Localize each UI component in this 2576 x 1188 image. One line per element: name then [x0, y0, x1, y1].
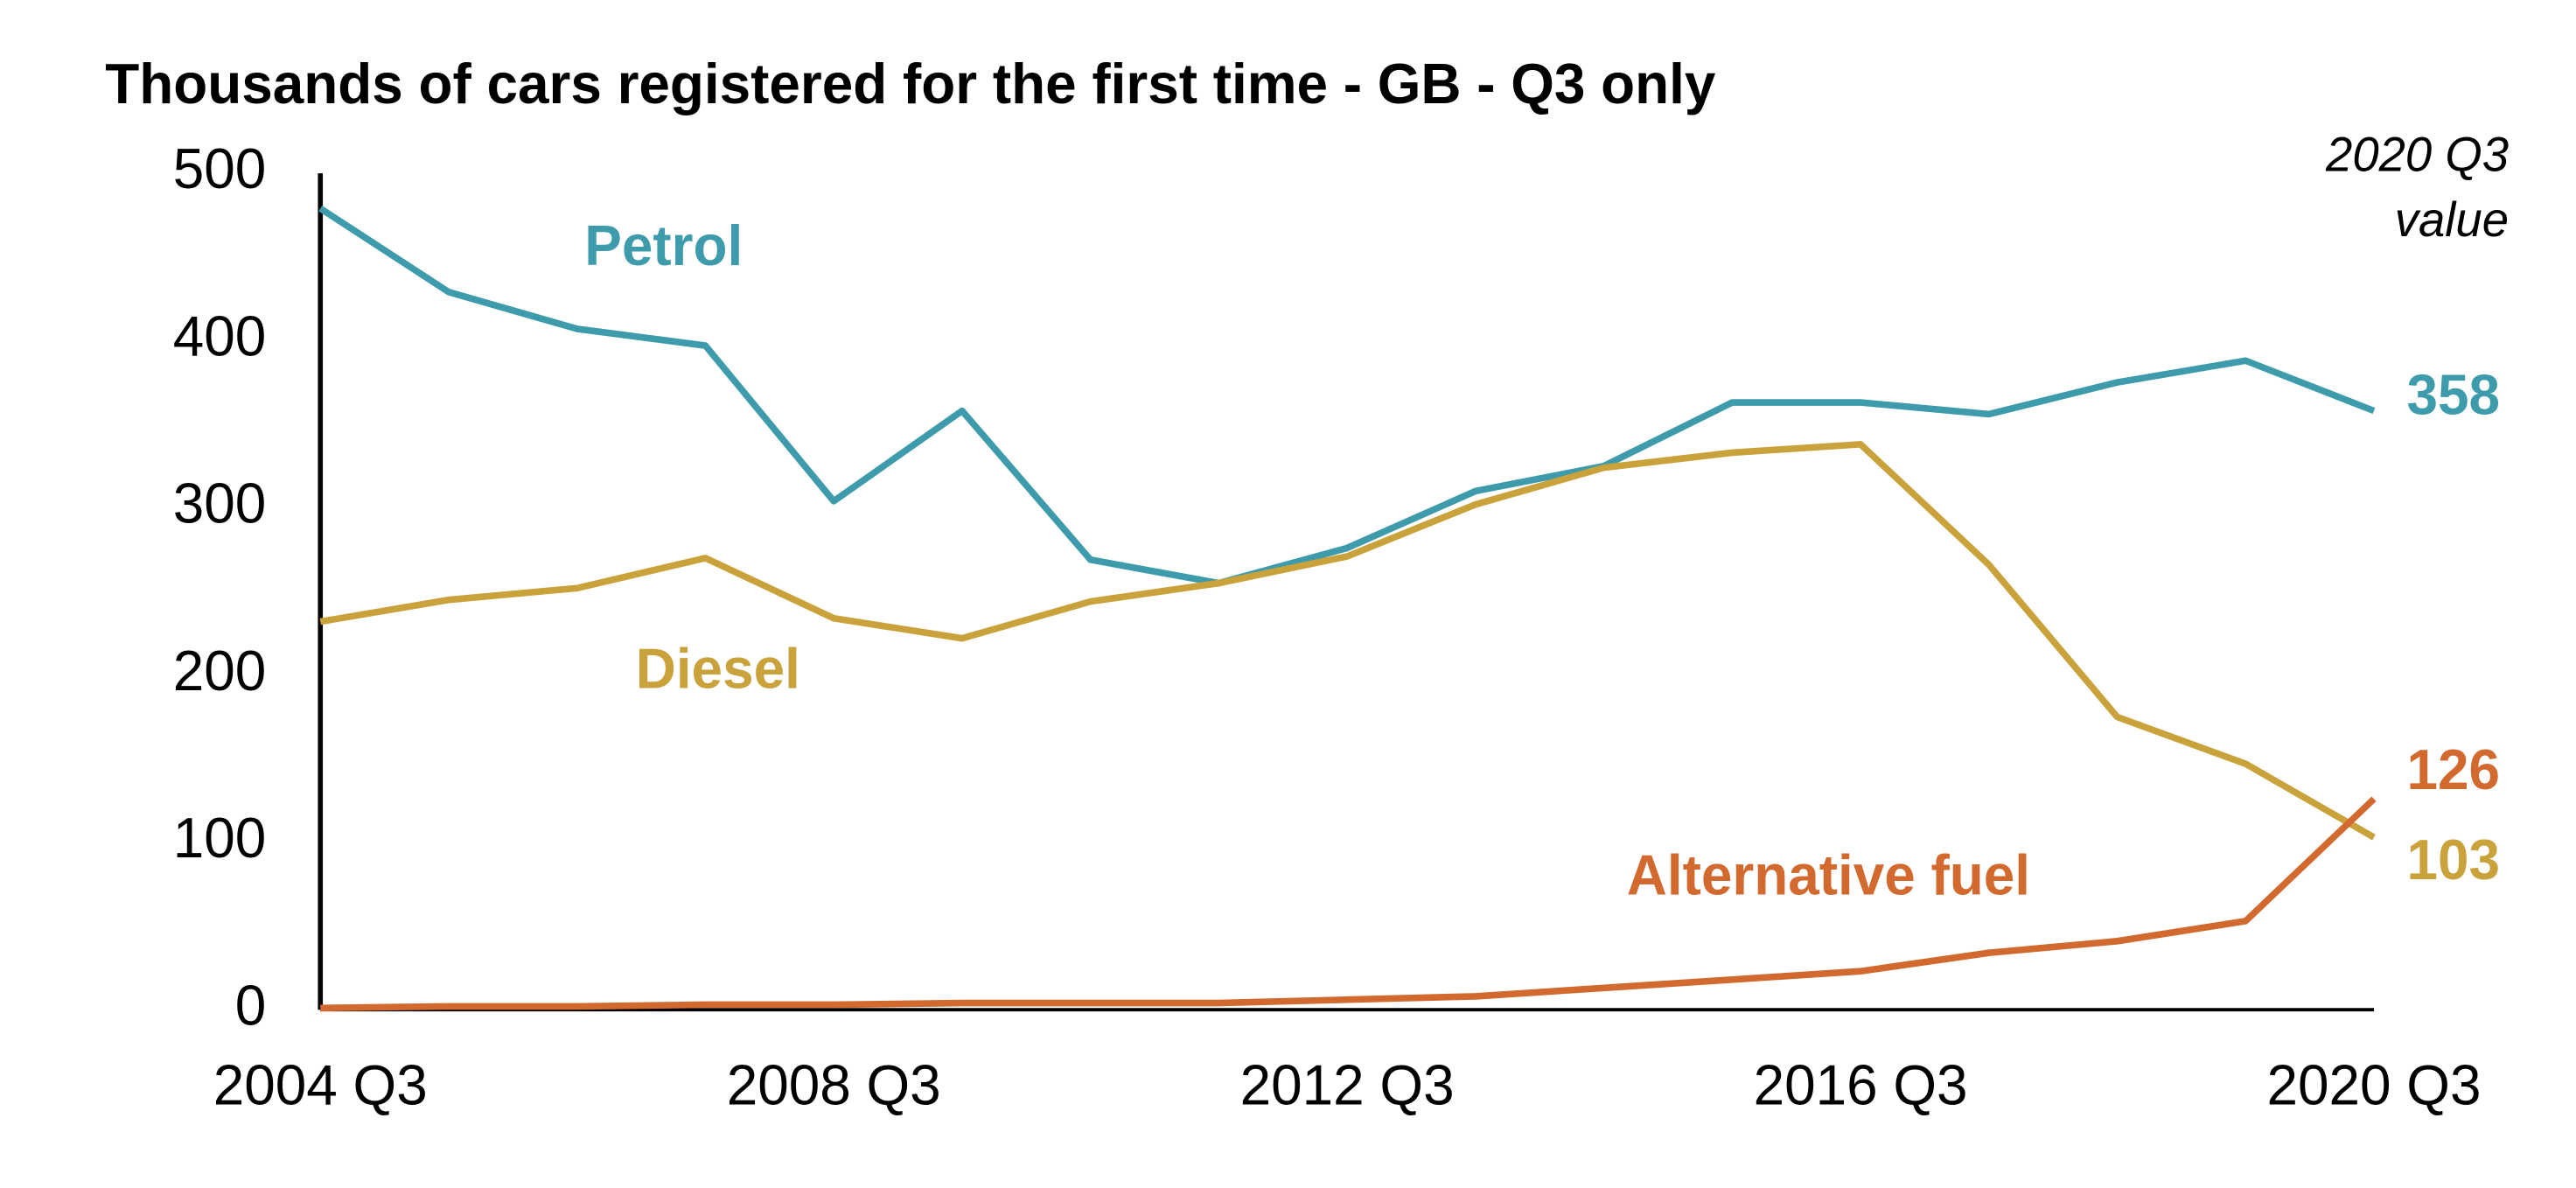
- x-tick-label: 2012 Q3: [1240, 1053, 1455, 1117]
- annotation: value: [2395, 192, 2509, 246]
- y-tick-label: 200: [173, 639, 267, 702]
- x-tick-label: 2016 Q3: [1754, 1053, 1968, 1117]
- end-value-label: 103: [2407, 828, 2501, 891]
- x-tick-label: 2004 Q3: [213, 1053, 428, 1117]
- end-value-label: 126: [2407, 737, 2501, 801]
- series-line: [320, 796, 2377, 1012]
- x-tick-label: 2008 Q3: [727, 1053, 941, 1117]
- series-label: Diesel: [636, 637, 800, 701]
- series-label: Petrol: [584, 213, 743, 277]
- series-line: [319, 441, 2376, 841]
- y-tick-label: 400: [173, 304, 267, 368]
- end-value-label: 358: [2407, 363, 2501, 427]
- series-line: [318, 206, 2376, 587]
- chart-title: Thousands of cars registered for the fir…: [105, 52, 1715, 116]
- annotation: 2020 Q3: [2325, 127, 2509, 181]
- y-tick-label: 500: [173, 137, 267, 201]
- y-tick-label: 300: [173, 472, 267, 535]
- x-tick-label: 2020 Q3: [2267, 1053, 2482, 1117]
- series-label: Alternative fuel: [1627, 843, 2030, 907]
- y-tick-label: 100: [173, 807, 267, 870]
- y-tick-label: 0: [235, 974, 267, 1038]
